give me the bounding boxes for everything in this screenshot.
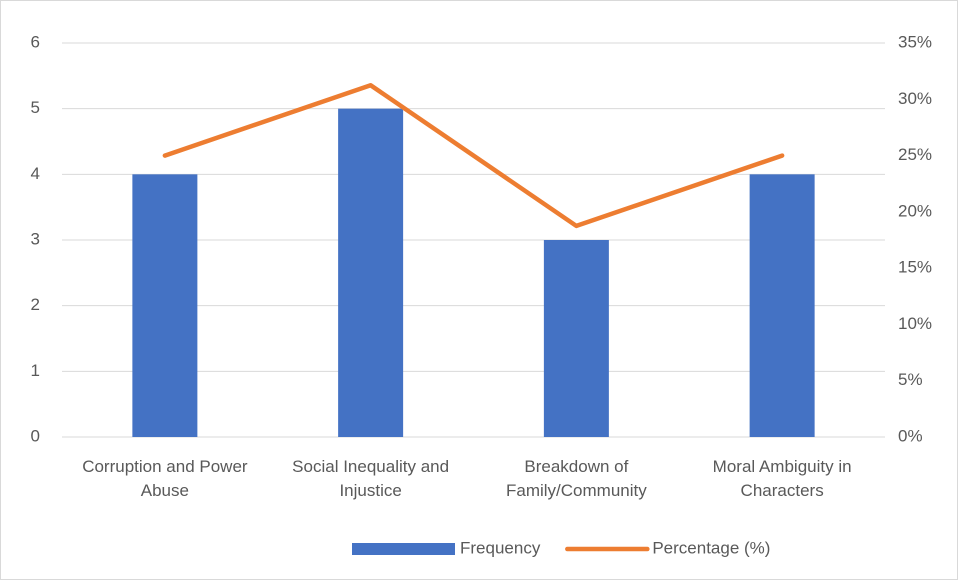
y2-tick-label: 5% xyxy=(898,370,923,389)
y-tick-label: 2 xyxy=(31,295,40,314)
y2-tick-label: 0% xyxy=(898,426,923,445)
x-tick-label: Corruption and Power Abuse xyxy=(82,457,248,500)
y-tick-label: 5 xyxy=(31,98,40,117)
y2-tick-label: 30% xyxy=(898,89,932,108)
y2-tick-label: 25% xyxy=(898,145,932,164)
bar xyxy=(338,108,404,438)
bar xyxy=(132,174,198,438)
y-tick-label: 4 xyxy=(31,164,40,183)
y-tick-label: 6 xyxy=(31,32,40,51)
line xyxy=(162,82,785,229)
legend-label: Frequency xyxy=(460,538,541,557)
y2-tick-label: 35% xyxy=(898,32,932,51)
x-tick-label: Social Inequality and Injustice xyxy=(292,457,450,500)
y-tick-label: 3 xyxy=(31,229,40,248)
x-tick-label: Breakdown of Family/Community xyxy=(506,457,647,500)
bar xyxy=(543,240,609,437)
y2-tick-label: 20% xyxy=(898,201,932,220)
x-tick-label: Moral Ambiguity in Characters xyxy=(712,457,852,500)
legend-swatch xyxy=(352,543,455,555)
bar xyxy=(749,174,815,438)
legend-label: Percentage (%) xyxy=(652,538,770,557)
y2-tick-label: 15% xyxy=(898,258,932,277)
y-tick-label: 1 xyxy=(31,361,40,380)
y-tick-label: 0 xyxy=(31,426,40,445)
y2-tick-label: 10% xyxy=(898,314,932,333)
